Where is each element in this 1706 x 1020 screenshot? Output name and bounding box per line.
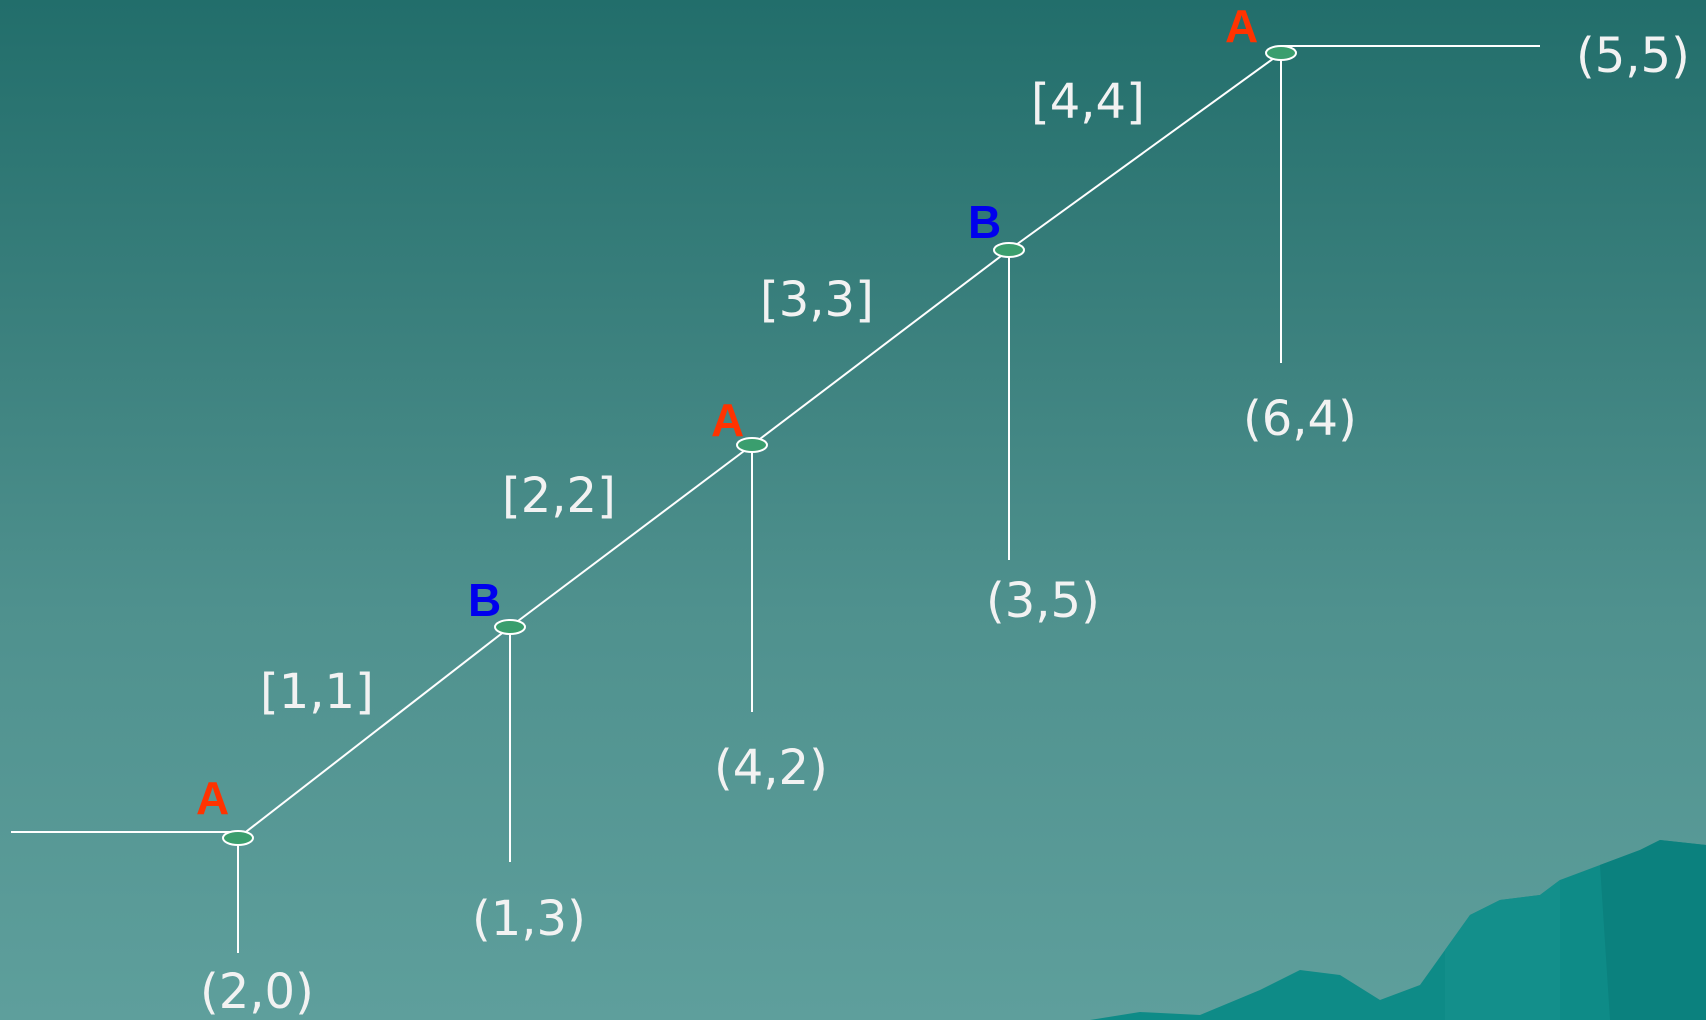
continue-edge-4 [1008, 52, 1282, 251]
node-5-player-label: A [1225, 0, 1258, 52]
stop-payoff-3: (4,2) [714, 740, 828, 796]
stop-payoff-4: (3,5) [986, 573, 1100, 629]
node-1-player-label: A [196, 772, 229, 824]
decision-node-2 [494, 619, 526, 635]
mountain-decoration [1090, 840, 1706, 1020]
node-2-player-label: B [468, 574, 501, 626]
decision-node-4 [993, 242, 1025, 258]
stage-label-2: [2,2] [502, 468, 616, 524]
decision-node-3 [736, 437, 768, 453]
node-4-player-label: B [968, 196, 1001, 248]
stop-payoff-5: (6,4) [1243, 391, 1357, 447]
continue-edge-1 [237, 626, 511, 839]
stop-payoff-1: (2,0) [200, 964, 314, 1020]
stage-label-1: [1,1] [260, 664, 374, 720]
decision-node-1 [222, 830, 254, 846]
terminal-payoff: (5,5) [1576, 28, 1690, 84]
stage-label-4: [4,4] [1031, 74, 1145, 130]
decision-node-5 [1265, 45, 1297, 61]
continue-edge-3 [751, 249, 1010, 446]
stop-payoff-2: (1,3) [472, 891, 586, 947]
continue-edge-2 [509, 444, 753, 628]
stage-label-3: [3,3] [760, 272, 874, 328]
node-3-player-label: A [711, 394, 744, 446]
